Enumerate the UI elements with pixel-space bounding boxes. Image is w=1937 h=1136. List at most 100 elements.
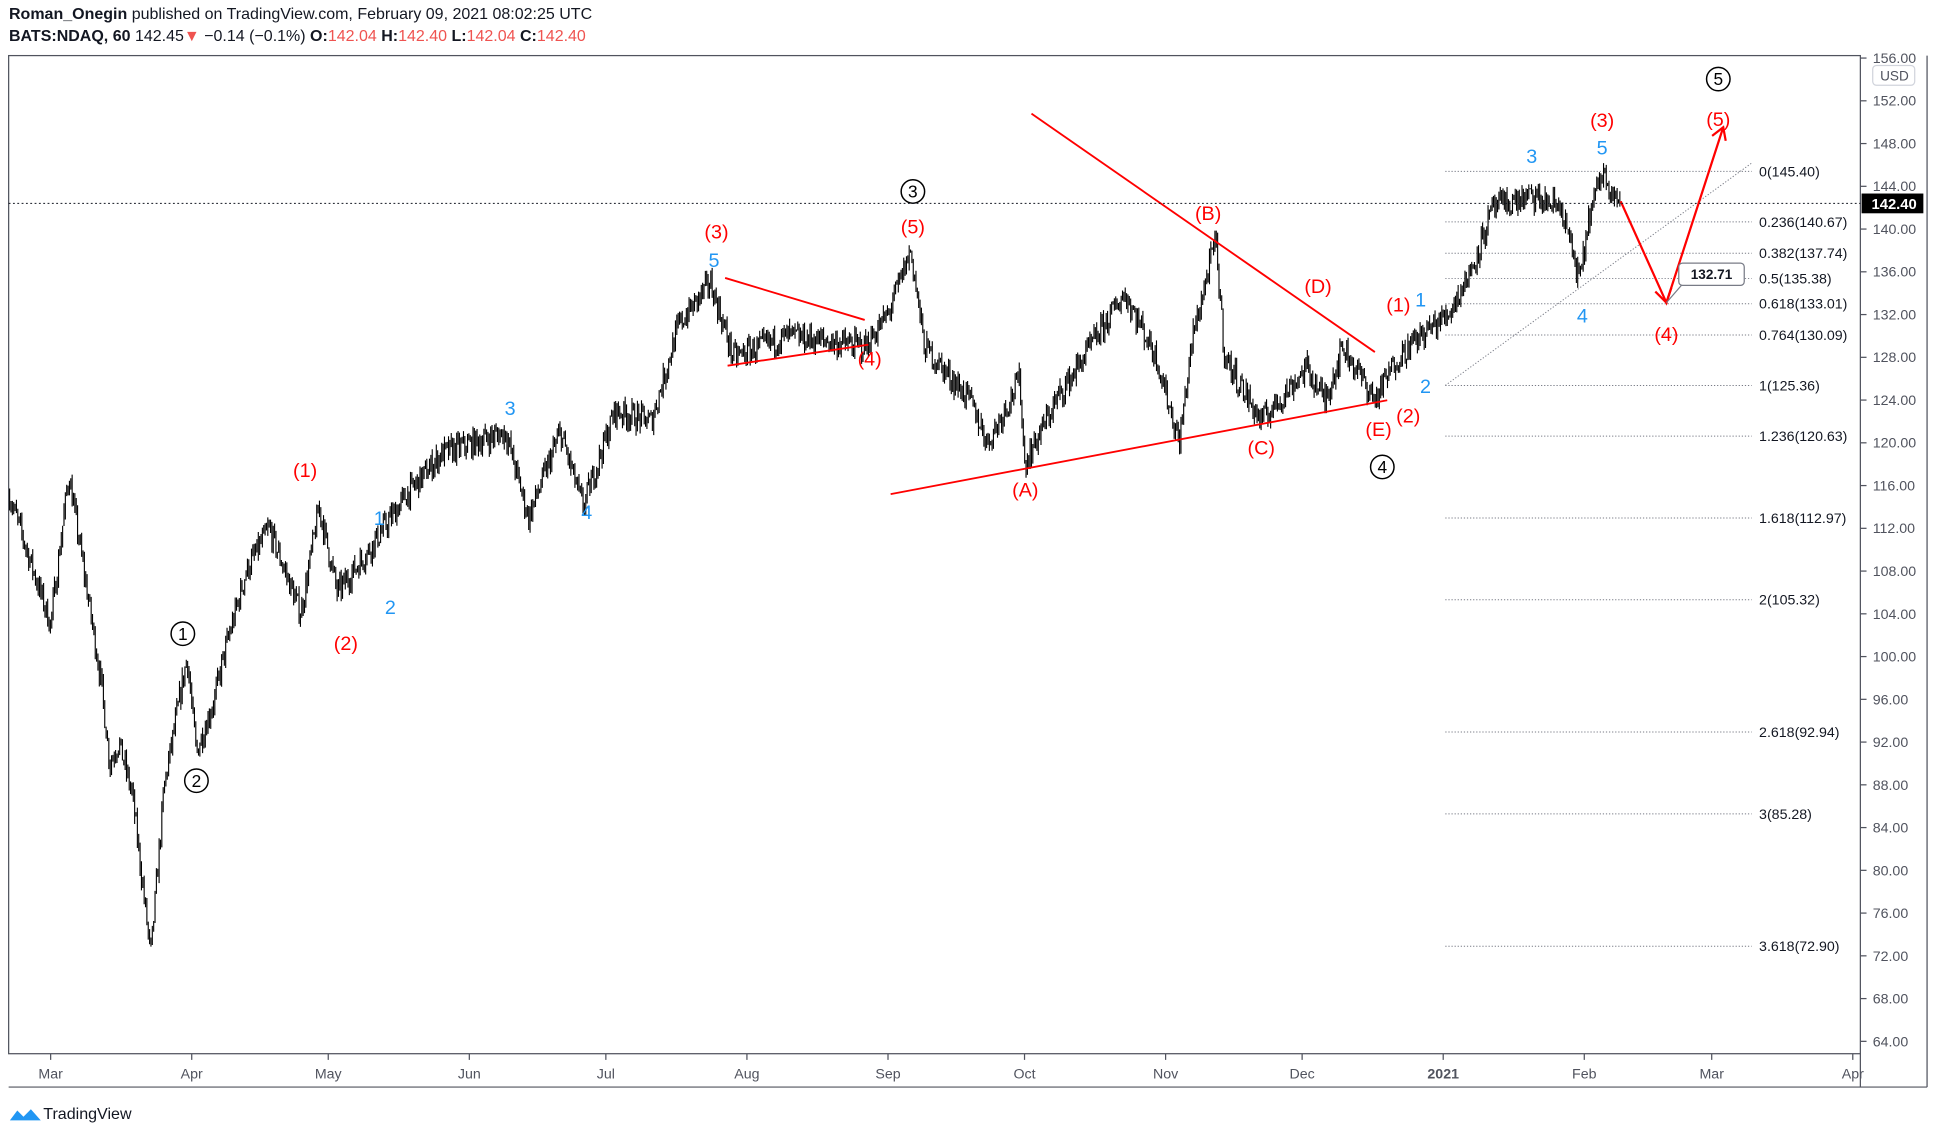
fib-level-label: 0(145.40): [1759, 164, 1820, 180]
wave-label-minor: 4: [1577, 305, 1588, 327]
current-price-label: 142.40: [1871, 197, 1916, 213]
wave-label-primary: 1: [178, 624, 188, 644]
high-value: 142.40: [398, 28, 448, 45]
wave-label-minor: 5: [1597, 137, 1608, 159]
wave-label-intermediate: (5): [901, 216, 925, 238]
wave-label-intermediate: (5): [1706, 109, 1730, 131]
y-tick-label: 112.00: [1873, 521, 1915, 537]
y-tick-label: 144.00: [1873, 179, 1917, 195]
down-arrow-icon: ▼: [183, 28, 200, 45]
author[interactable]: Roman_Onegin: [9, 6, 128, 23]
high-label: H:: [381, 28, 399, 45]
wave-label-intermediate: (C): [1248, 438, 1275, 460]
y-tick-label: 156.00: [1873, 51, 1917, 67]
x-tick-label: Mar: [38, 1066, 63, 1082]
y-tick-label: 136.00: [1873, 265, 1917, 281]
y-tick-label: 128.00: [1873, 350, 1917, 366]
wave-label-primary: 2: [192, 771, 202, 791]
fib-level-label: 0.5(135.38): [1759, 271, 1832, 287]
ohlc-line: BATS:NDAQ, 60 142.45▼ −0.14 (−0.1%) O:14…: [9, 26, 592, 48]
wave-label-intermediate: (A): [1012, 480, 1038, 502]
x-tick-label: Sep: [875, 1066, 900, 1082]
tradingview-logo[interactable]: TradingView: [9, 1105, 132, 1123]
wave-label-intermediate: (4): [1654, 324, 1678, 346]
x-tick-label: Oct: [1013, 1066, 1035, 1082]
wave-label-primary: 5: [1713, 69, 1723, 89]
y-tick-label: 76.00: [1873, 906, 1909, 922]
fib-level-label: 1.618(112.97): [1759, 511, 1846, 527]
wave-label-minor: 3: [1526, 146, 1537, 168]
x-tick-label: Feb: [1572, 1066, 1597, 1082]
wave-label-primary: 4: [1377, 457, 1387, 477]
wave-label-minor: 4: [581, 502, 592, 524]
fib-level-label: 3(85.28): [1759, 807, 1812, 823]
wave-circle-icon: [170, 621, 196, 647]
fib-level-label: 1(125.36): [1759, 378, 1820, 394]
tradingview-brand: TradingView: [43, 1105, 132, 1123]
y-tick-label: 124.00: [1873, 393, 1917, 409]
currency-label: USD: [1880, 68, 1909, 83]
plot-frame: [8, 54, 1861, 1055]
callout-pointer: [1665, 283, 1683, 304]
wave-label-intermediate: (2): [1396, 405, 1420, 427]
wave-circle-icon: [1705, 66, 1731, 92]
y-tick-label: 96.00: [1873, 692, 1909, 708]
y-tick-label: 140.00: [1873, 222, 1917, 238]
y-tick-label: 120.00: [1873, 436, 1917, 452]
close-label: C:: [520, 28, 537, 45]
low-value: 142.04: [466, 28, 516, 45]
wave-label-intermediate: (1): [1386, 294, 1410, 316]
y-tick-label: 68.00: [1873, 992, 1909, 1008]
x-tick-label: May: [315, 1066, 343, 1082]
wave-label-minor: 2: [1420, 376, 1431, 398]
open-label: O:: [310, 28, 328, 45]
y-tick-label: 116.00: [1873, 479, 1915, 495]
wave-label-intermediate: (2): [334, 633, 358, 655]
wave-label-intermediate: (B): [1195, 203, 1221, 225]
x-tick-label: Dec: [1290, 1066, 1315, 1082]
y-tick-label: 92.00: [1873, 735, 1909, 751]
wave-circle-icon: [1369, 454, 1395, 480]
arrowhead-down-icon: [1654, 287, 1673, 305]
currency-badge: [1872, 64, 1916, 86]
target-callout-box: [1678, 262, 1745, 286]
wave-label-intermediate: (1): [293, 460, 317, 482]
trendline: [724, 277, 865, 321]
last-price: 142.45: [134, 28, 184, 45]
y-tick-label: 100.00: [1873, 650, 1917, 666]
wave-label-intermediate: (4): [858, 349, 882, 371]
fib-level-label: 0.236(140.67): [1759, 215, 1847, 231]
x-tick-label: Jul: [597, 1066, 615, 1082]
wave-label-minor: 3: [505, 398, 516, 420]
price-series: [9, 163, 1621, 947]
publish-line: Roman_Onegin published on TradingView.co…: [9, 4, 592, 26]
x-tick-label: Aug: [734, 1066, 759, 1082]
y-tick-label: 88.00: [1873, 778, 1909, 794]
fib-level-label: 3.618(72.90): [1759, 939, 1839, 955]
x-tick-label: Jun: [458, 1066, 481, 1082]
fib-level-label: 2(105.32): [1759, 593, 1820, 609]
wave-label-intermediate: (E): [1365, 419, 1391, 441]
y-tick-label: 108.00: [1873, 564, 1917, 580]
symbol: BATS:NDAQ, 60: [9, 28, 131, 45]
low-label: L:: [451, 28, 467, 45]
x-tick-label: Apr: [181, 1066, 203, 1082]
y-tick-label: 104.00: [1873, 607, 1917, 623]
close-value: 142.40: [536, 28, 586, 45]
open-value: 142.04: [327, 28, 377, 45]
fib-level-label: 1.236(120.63): [1759, 429, 1847, 445]
wave-label-minor: 1: [1415, 289, 1426, 311]
wave-label-minor: 1: [374, 508, 385, 530]
published-text: published on TradingView.com, February 0…: [131, 6, 593, 23]
fib-level-label: 0.764(130.09): [1759, 328, 1847, 344]
price-change: −0.14 (−0.1%): [204, 28, 306, 45]
wave-label-minor: 5: [709, 250, 720, 272]
fib-level-label: 0.382(137.74): [1759, 246, 1847, 262]
fib-level-label: 2.618(92.94): [1759, 725, 1839, 741]
x-tick-label: Apr: [1842, 1066, 1864, 1082]
chart-header: Roman_Onegin published on TradingView.co…: [9, 4, 592, 48]
wave-circle-icon: [183, 768, 209, 794]
y-tick-label: 152.00: [1873, 94, 1917, 110]
y-tick-label: 72.00: [1873, 949, 1909, 965]
